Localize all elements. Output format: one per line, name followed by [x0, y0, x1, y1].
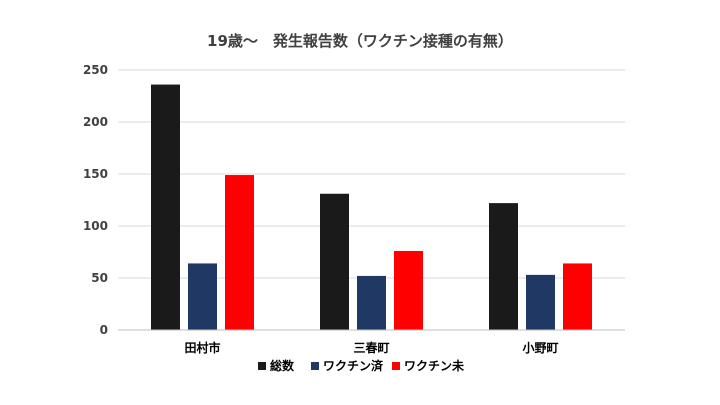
gridlines	[118, 69, 625, 279]
bar-3-2	[394, 250, 423, 330]
y-axis-ticks: 0 50 100 150 200 250	[83, 63, 108, 337]
bar-1-3	[489, 203, 518, 330]
y-tick-label: 0	[100, 323, 108, 337]
y-tick-label: 50	[91, 271, 108, 285]
legend-swatch	[311, 362, 319, 370]
legend-label: 総数	[270, 358, 295, 373]
y-tick-label: 150	[83, 167, 108, 181]
bar-1-2	[320, 193, 349, 330]
bar-3-1	[225, 175, 254, 330]
legend-label: ワクチン未	[404, 358, 464, 373]
y-tick-label: 100	[83, 219, 108, 233]
bar-2-3	[526, 274, 555, 330]
bar-3-3	[563, 263, 592, 330]
y-tick-label: 200	[83, 115, 108, 129]
bar-1-1	[151, 84, 180, 330]
legend-label: ワクチン済	[323, 358, 384, 373]
category-label: 小野町	[522, 340, 558, 355]
bar-2-1	[188, 263, 217, 330]
bar-2-2	[357, 275, 386, 330]
legend: 総数 ワクチン済 ワクチン未	[258, 358, 464, 373]
legend-swatch	[392, 362, 400, 370]
y-tick-label: 250	[83, 63, 108, 77]
chart-title: 19歳～ 発生報告数（ワクチン接種の有無）	[207, 32, 513, 50]
bars	[151, 84, 592, 330]
legend-swatch	[258, 362, 266, 370]
category-label: 三春町	[353, 340, 389, 355]
category-labels: 田村市 三春町 小野町	[184, 340, 558, 355]
category-label: 田村市	[184, 340, 220, 355]
